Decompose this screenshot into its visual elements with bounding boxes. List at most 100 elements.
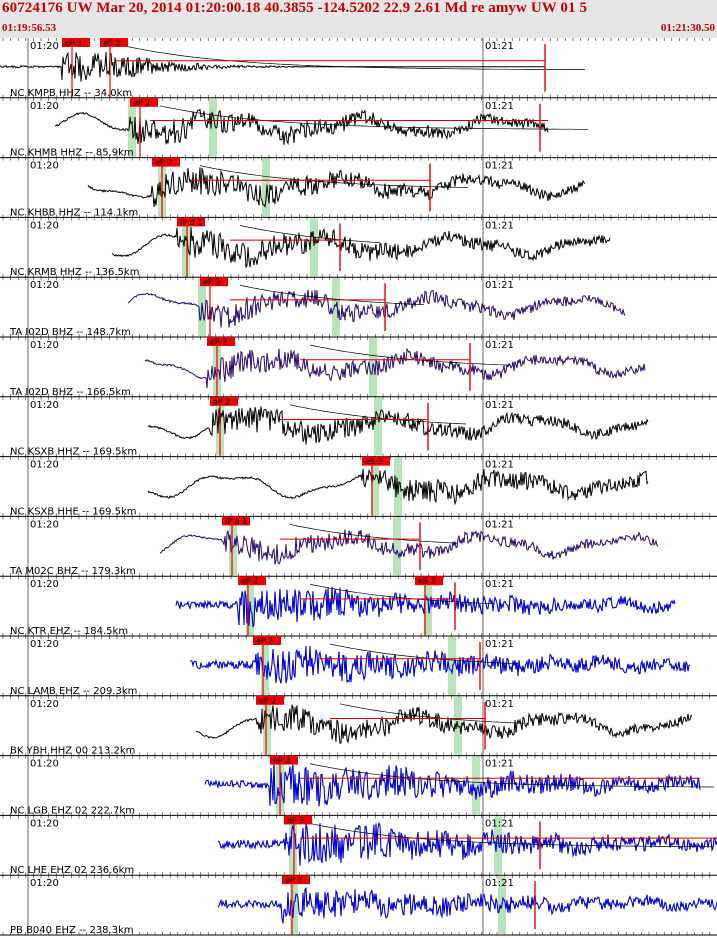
pick-label: eP 2 (285, 876, 302, 885)
station-label: BK YBH HHZ 00 213.2km (10, 746, 135, 757)
tick-label: 01:21 (485, 579, 514, 590)
coda-model-curve (309, 344, 511, 366)
pick-label: eP 2 (210, 338, 227, 347)
tick-label: 01:21 (485, 280, 514, 291)
station-label: NC KSXB HHZ -- 169.5km (10, 447, 137, 458)
pick-box[interactable] (256, 695, 284, 705)
waveform (87, 167, 586, 208)
trace-panel: eS 2 01:20 01:21 NC KSXB HHE -- 169.5km (0, 456, 717, 517)
waveform (111, 226, 611, 268)
pick-label: eP 2 (241, 577, 258, 586)
coda-model-curve (239, 225, 381, 244)
trace-panel: eP 2 01:20 01:21 NC LAMB EHZ -- 209.3km (0, 636, 717, 697)
tick-label: 01:21 (485, 220, 514, 231)
waveform (147, 406, 649, 445)
phase-window (263, 696, 271, 755)
station-label: PB B040 EHZ -- 238.3km (10, 925, 134, 936)
tick-label: 01:21 (485, 759, 514, 770)
waveform (195, 704, 693, 744)
trace-panel: eP 2 01:20 01:21 NC KHMB HHZ -- 85.9km (0, 97, 717, 159)
tick-label: 01:21 (485, 699, 514, 710)
pick-label: eS 2 (365, 457, 383, 466)
coda-model-curve (329, 643, 519, 665)
end-time: 01:21:30.50 (660, 22, 715, 34)
phase-window (393, 517, 401, 576)
pick-box[interactable] (362, 456, 390, 466)
tick-label: 01:21 (485, 460, 514, 471)
start-time: 01:19:56.53 (2, 22, 57, 34)
coda-model-curve (199, 165, 469, 188)
phase-window (310, 218, 318, 277)
pick-label: eP 2 (259, 696, 276, 705)
tick-label: 01:20 (30, 699, 59, 710)
station-label: NC KHMB HHZ -- 85.9km (10, 148, 134, 159)
pick-box[interactable] (415, 576, 443, 586)
pick-box[interactable] (62, 38, 90, 47)
pick-box[interactable] (200, 277, 228, 287)
pick-box[interactable] (177, 217, 205, 227)
pick-box[interactable] (284, 815, 312, 825)
tick-label: 01:20 (30, 460, 59, 471)
trace-panel: eP 2 01:20 01:21 TA I02D BHZ -- 166.5km (0, 337, 717, 398)
trace-panel: iP d 1 01:20 01:21 TA M02C BHZ -- 179.3km (0, 516, 717, 577)
tick-label: 01:20 (30, 280, 59, 291)
station-label: NC KHBB HHZ -- 114.1km (10, 207, 138, 218)
tick-label: 01:20 (30, 220, 59, 231)
station-label: TA I02D BHZ -- 166.5km (9, 387, 131, 398)
tick-label: 01:21 (485, 818, 514, 829)
pick-box[interactable] (207, 337, 235, 346)
trace-panel: eP 2 01:20 01:21 NC KHBB HHZ -- 114.1km (0, 157, 717, 218)
phase-window (494, 816, 502, 875)
tick-label: 01:20 (30, 579, 59, 590)
tick-label: 01:21 (485, 519, 514, 530)
trace-panel: eP 2 01:20 01:21 NC LGB EHZ 02 222.7km (0, 755, 717, 816)
station-label: NC LAMB EHZ -- 209.3km (10, 686, 137, 697)
waveform (204, 759, 701, 807)
tick-label: 01:21 (485, 639, 514, 650)
pick-label: eS 2 (103, 39, 121, 48)
trace-panel: eP 2 01:20 01:21 NC KSXB HHZ -- 169.5km (0, 396, 717, 458)
pick-box[interactable] (130, 97, 158, 107)
waveform (0, 52, 545, 82)
pick-box[interactable] (282, 875, 310, 885)
station-label: NC KTR EHZ -- 184.5km (10, 626, 128, 637)
phase-window (374, 397, 382, 456)
coda-model-curve (309, 823, 714, 848)
tick-label: 01:20 (30, 101, 59, 112)
pick-box[interactable] (210, 396, 238, 406)
pick-box[interactable] (238, 576, 266, 586)
station-label: NC KSXB HHE -- 169.5km (10, 506, 137, 517)
tick-label: 01:21 (485, 41, 514, 52)
waveform (159, 529, 659, 565)
pick-label: eS 3 (418, 577, 436, 586)
pick-label: eP 1 (65, 39, 82, 48)
trace-panel: eP 1 eS 2 01:20 01:21 NC KMPB HHZ -- 34.0km (0, 38, 717, 99)
trace-panel: iP d 1 01:20 01:21 NC KRMB HHZ -- 136.5km (0, 217, 717, 278)
waveform (127, 289, 626, 328)
pick-box[interactable] (222, 516, 250, 526)
pick-box[interactable] (270, 755, 298, 765)
pick-box[interactable] (152, 157, 180, 167)
pick-label: eP 2 (287, 816, 304, 825)
pick-label: eP 2 (273, 756, 290, 765)
pick-label: eP 2 (213, 397, 230, 406)
pick-label: eP 2 (133, 98, 150, 107)
station-label: NC KMPB HHZ -- 34.0km (10, 88, 132, 99)
station-label: NC LGB EHZ 02 222.7km (10, 805, 135, 816)
event-header: 60724176 UW Mar 20, 2014 01:20:00.18 40.… (0, 0, 717, 38)
coda-model-curve (289, 524, 459, 544)
tick-label: 01:21 (485, 161, 514, 172)
phase-window (289, 816, 297, 875)
tick-label: 01:21 (485, 400, 514, 411)
coda-model-curve (309, 583, 495, 605)
trace-panel: eP 2 01:20 01:21 NC LHE EHZ 02 236.6km (0, 815, 717, 876)
station-label: NC KRMB HHZ -- 136.5km (10, 267, 139, 278)
pick-box[interactable] (253, 636, 281, 645)
waveform (190, 646, 691, 684)
tick-label: 01:21 (485, 878, 514, 889)
pick-box[interactable] (100, 38, 128, 47)
phase-window (332, 278, 340, 336)
trace-panel: eP 2 01:20 01:21 BK YBH HHZ 00 213.2km (0, 695, 717, 757)
coda-model-curve (289, 404, 467, 425)
trace-panel: eP 2 eS 3 01:20 01:21 NC KTR EHZ -- 184.5km (0, 576, 717, 637)
